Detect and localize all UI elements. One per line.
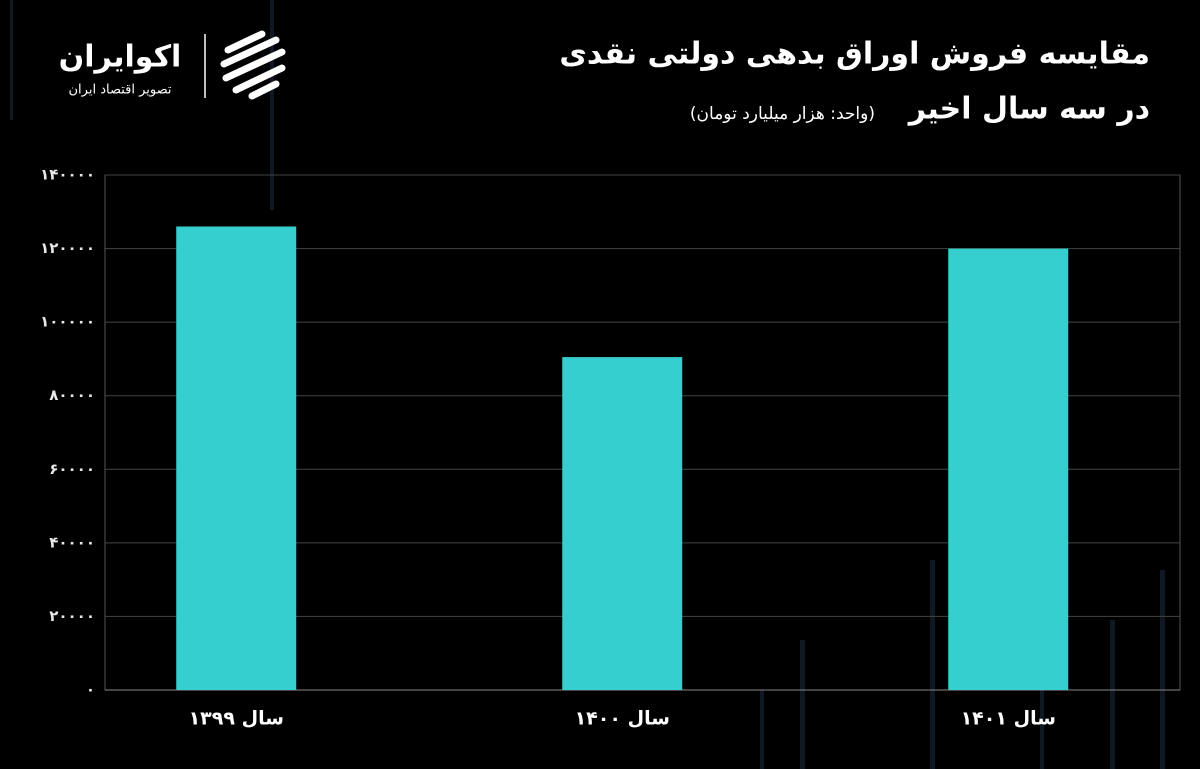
- y-tick-label: ۱۰۰۰۰۰: [40, 313, 95, 331]
- x-tick-label: سال ۱۴۰۱: [961, 708, 1056, 730]
- logo-name: اکوایران: [59, 40, 182, 75]
- bar: [176, 226, 297, 690]
- unit-note: (واحد: هزار میلیارد تومان): [690, 104, 875, 124]
- chart-subtitle: در سه سال اخیر: [907, 92, 1150, 127]
- y-tick-label: ۶۰۰۰۰: [49, 460, 95, 478]
- x-tick-label: سال ۱۴۰۰: [575, 708, 670, 730]
- logo-tagline: تصویر اقتصاد ایران: [69, 83, 172, 98]
- y-tick-label: ۰: [86, 681, 95, 699]
- y-tick-label: ۴۰۰۰۰: [49, 533, 95, 551]
- bar: [562, 357, 683, 690]
- y-tick-label: ۲۰۰۰۰: [49, 607, 95, 625]
- x-tick-label: سال ۱۳۹۹: [189, 708, 284, 730]
- bar: [948, 248, 1069, 691]
- y-tick-label: ۸۰۰۰۰: [49, 386, 95, 404]
- y-tick-label: ۱۴۰۰۰۰: [40, 166, 95, 184]
- logo-icon: [220, 30, 286, 100]
- chart-title: مقایسه فروش اوراق بدهی دولتی نقدی: [559, 37, 1150, 72]
- y-tick-label: ۱۲۰۰۰۰: [40, 239, 95, 257]
